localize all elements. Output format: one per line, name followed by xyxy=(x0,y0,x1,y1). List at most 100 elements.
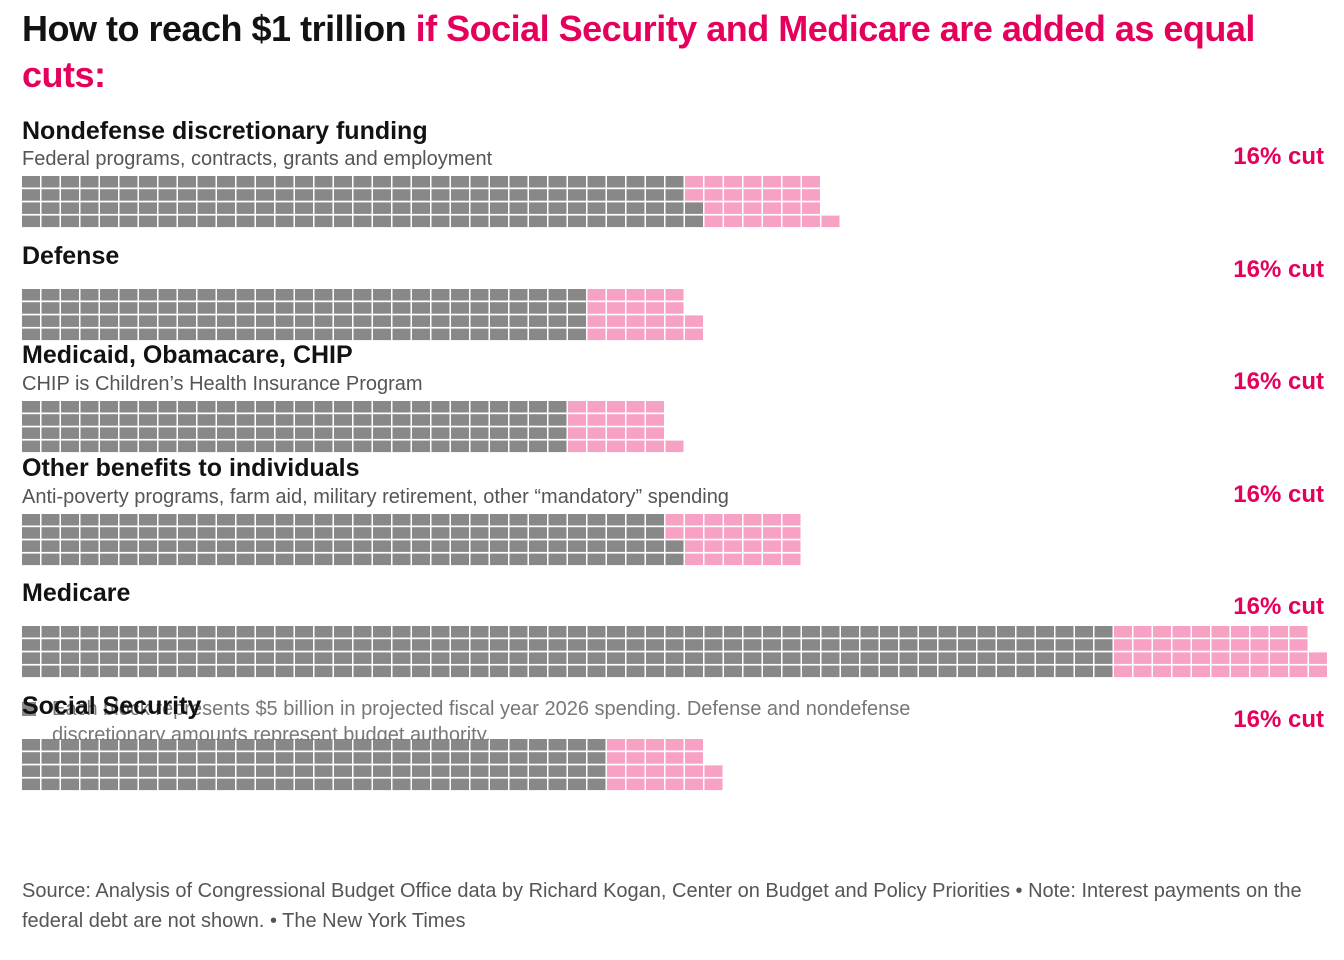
remaining-block xyxy=(22,328,40,341)
remaining-block xyxy=(490,202,508,214)
remaining-block xyxy=(236,315,255,327)
remaining-block xyxy=(119,176,138,188)
remaining-block xyxy=(197,778,216,791)
remaining-block xyxy=(158,302,177,314)
remaining-block xyxy=(548,215,567,228)
cut-block xyxy=(724,514,742,526)
remaining-block xyxy=(178,778,196,791)
cut-block xyxy=(743,527,762,539)
remaining-block xyxy=(392,739,411,751)
cut-block xyxy=(802,215,820,228)
cut-block xyxy=(724,553,742,566)
remaining-block xyxy=(451,553,469,566)
remaining-block xyxy=(568,665,586,678)
remaining-block xyxy=(490,752,508,764)
remaining-block xyxy=(41,328,60,341)
remaining-block xyxy=(548,427,567,439)
cut-block xyxy=(782,215,801,228)
cut-block xyxy=(1270,639,1288,651)
remaining-block xyxy=(470,765,489,777)
remaining-block xyxy=(178,540,196,552)
remaining-block xyxy=(431,289,450,301)
remaining-block xyxy=(139,739,157,751)
remaining-block xyxy=(451,739,469,751)
remaining-block xyxy=(490,553,508,566)
remaining-block xyxy=(470,652,489,664)
remaining-block xyxy=(61,414,79,426)
remaining-block xyxy=(22,289,40,301)
remaining-block xyxy=(295,739,313,751)
remaining-block xyxy=(587,176,606,188)
cut-block xyxy=(665,778,684,791)
remaining-block xyxy=(334,315,352,327)
remaining-block xyxy=(490,626,508,638)
cut-block xyxy=(1172,626,1191,638)
remaining-block xyxy=(860,665,879,678)
remaining-block xyxy=(412,514,430,526)
remaining-block xyxy=(314,652,333,664)
cut-block xyxy=(763,202,781,214)
remaining-block xyxy=(373,652,391,664)
remaining-block xyxy=(314,189,333,201)
remaining-block xyxy=(100,765,118,777)
remaining-block xyxy=(470,176,489,188)
remaining-block xyxy=(275,401,294,413)
cut-block xyxy=(782,189,801,201)
remaining-block xyxy=(236,626,255,638)
remaining-block xyxy=(568,739,586,751)
cut-block xyxy=(704,765,723,777)
cut-block xyxy=(743,189,762,201)
remaining-block xyxy=(314,302,333,314)
remaining-block xyxy=(41,440,60,453)
remaining-block xyxy=(314,540,333,552)
remaining-block xyxy=(392,626,411,638)
remaining-block xyxy=(1075,665,1093,678)
remaining-block xyxy=(256,176,274,188)
remaining-block xyxy=(665,176,684,188)
remaining-block xyxy=(568,527,586,539)
remaining-block xyxy=(392,189,411,201)
remaining-block xyxy=(685,202,703,214)
remaining-block xyxy=(256,202,274,214)
remaining-block xyxy=(392,639,411,651)
remaining-block xyxy=(295,639,313,651)
cut-block xyxy=(685,328,703,341)
remaining-block xyxy=(197,752,216,764)
remaining-block xyxy=(392,176,411,188)
remaining-block xyxy=(61,752,79,764)
cut-block xyxy=(782,540,801,552)
remaining-block xyxy=(295,527,313,539)
cut-block xyxy=(1289,665,1308,678)
remaining-block xyxy=(100,778,118,791)
remaining-block xyxy=(139,315,157,327)
remaining-block xyxy=(119,328,138,341)
remaining-block xyxy=(197,302,216,314)
remaining-block xyxy=(158,328,177,341)
remaining-block xyxy=(880,665,898,678)
remaining-block xyxy=(802,639,820,651)
remaining-block xyxy=(217,739,235,751)
remaining-block xyxy=(899,652,918,664)
remaining-block xyxy=(470,639,489,651)
remaining-block xyxy=(529,302,547,314)
remaining-block xyxy=(880,652,898,664)
remaining-block xyxy=(334,427,352,439)
cut-block xyxy=(646,440,664,453)
cut-block xyxy=(763,553,781,566)
block-legend-icon xyxy=(22,702,36,716)
remaining-block xyxy=(392,414,411,426)
remaining-block xyxy=(919,639,937,651)
cut-block xyxy=(607,778,625,791)
remaining-block xyxy=(41,215,60,228)
remaining-block xyxy=(1036,665,1054,678)
remaining-block xyxy=(1055,639,1074,651)
remaining-block xyxy=(158,778,177,791)
remaining-block xyxy=(743,652,762,664)
cut-block xyxy=(1250,652,1269,664)
remaining-block xyxy=(353,540,372,552)
remaining-block xyxy=(431,514,450,526)
remaining-block xyxy=(451,527,469,539)
remaining-block xyxy=(100,665,118,678)
remaining-block xyxy=(509,328,528,341)
cut-block xyxy=(646,401,664,413)
